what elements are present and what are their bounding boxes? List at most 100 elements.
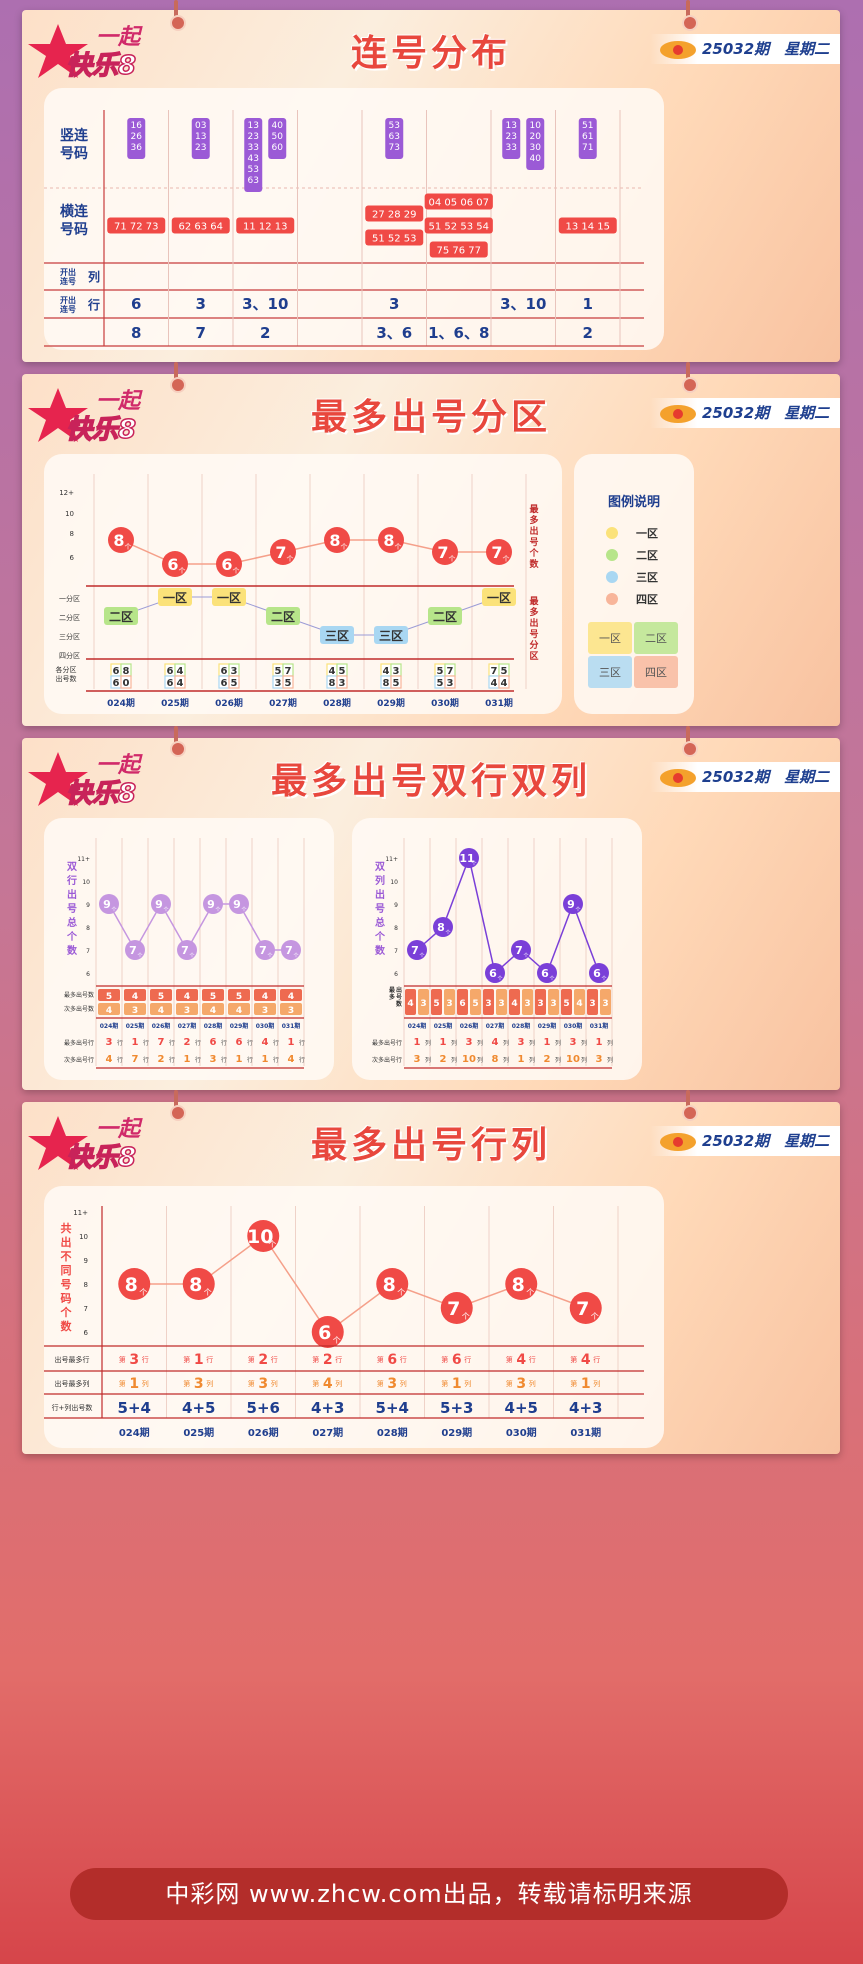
rank-prefix: 第 [183, 1355, 190, 1364]
y-tick: 8 [70, 530, 74, 538]
max-col-value: 3 [387, 1376, 397, 1392]
max-row-value: 3 [129, 1352, 139, 1368]
zone-count-value: 0 [123, 678, 130, 689]
horizontal-consec-number: 51 52 53 [372, 234, 417, 245]
period-label: 028期 [204, 1022, 223, 1030]
line-point [459, 848, 479, 868]
second-count-value: 4 [106, 1006, 112, 1016]
hanging-pin [170, 0, 186, 31]
second-count-box [98, 1003, 120, 1015]
line-point-label: 7 [411, 944, 419, 957]
row-label-col: 连号 [60, 276, 76, 286]
rank-prefix: 第 [441, 1355, 448, 1364]
row-label-col: 开出 [60, 267, 76, 277]
rank-unit: 行 [273, 1056, 279, 1064]
y-axis-title: 最 [529, 503, 539, 515]
rank-value: 1 [414, 1037, 421, 1048]
top-count-box [405, 989, 416, 1015]
row-label: 数 [396, 1000, 403, 1008]
rank-value: 1 [596, 1037, 603, 1048]
zone-count-value: 5 [501, 666, 508, 677]
top-count-value: 5 [563, 999, 569, 1009]
legend-swatch [606, 571, 618, 583]
line-point-label: 10 [247, 1226, 273, 1248]
zone-box [374, 626, 408, 644]
line-point [151, 894, 171, 914]
second-count-value: 4 [236, 1006, 242, 1016]
line-point [182, 1268, 215, 1300]
y-axis-title: 个 [60, 1305, 73, 1319]
line-point-label: 9 [155, 898, 163, 911]
horizontal-consec-number: 75 76 77 [436, 246, 481, 257]
horizontal-consec-number: 04 05 06 07 [429, 198, 489, 209]
top-count-value: 4 [407, 999, 413, 1009]
line-series [416, 855, 600, 975]
consec-col-value: 1 [583, 295, 593, 313]
rank-unit: 列 [464, 1379, 471, 1388]
top-count-box [176, 989, 198, 1001]
period-label: 029期 [538, 1022, 557, 1030]
vertical-consec-number: 61 [582, 132, 593, 142]
line-point-unit: 个 [549, 976, 554, 982]
y-axis-title: 出 [529, 525, 538, 537]
line-point [177, 940, 197, 960]
line-point-label: 8 [383, 1274, 396, 1296]
brand-text-2: 快乐8 [66, 779, 136, 809]
line-point-label: 9 [103, 898, 111, 911]
hanging-pin [682, 0, 698, 31]
max-count-unit: 个 [449, 555, 456, 563]
y-axis-title: 多 [529, 606, 538, 618]
vertical-consec-number: 13 [195, 132, 206, 142]
zone-count-value: 3 [339, 678, 346, 689]
top-count-value: 6 [459, 999, 465, 1009]
rank-unit: 列 [477, 1056, 483, 1064]
line-point-unit: 个 [267, 953, 272, 959]
rank-value: 2 [158, 1054, 165, 1065]
second-count-value: 3 [184, 1006, 190, 1016]
line-point-unit: 个 [268, 1240, 276, 1249]
horizontal-consec-block [365, 205, 424, 222]
row-label: 最多出号数 [64, 991, 94, 999]
rank-unit: 列 [477, 1039, 483, 1047]
top-count-box [280, 989, 302, 1001]
rank-value: 3 [210, 1054, 217, 1065]
y-tick: 7 [394, 948, 398, 955]
rank-prefix: 第 [506, 1355, 513, 1364]
zone-count-cell [120, 675, 132, 689]
max-count-unit: 个 [125, 543, 132, 551]
y-tick: 9 [86, 902, 90, 909]
zone-count-value: 6 [221, 666, 228, 677]
y-axis-title: 号 [529, 629, 538, 640]
period-label: 029期 [230, 1022, 249, 1030]
zone-box [266, 607, 300, 625]
legend-title: 图例说明 [608, 494, 660, 510]
rank-unit: 行 [271, 1355, 278, 1364]
rank-unit: 行 [142, 1355, 149, 1364]
y-axis-title: 号 [375, 903, 385, 915]
row-label: 行+列出号数 [52, 1403, 93, 1412]
rank-value: 1 [184, 1054, 191, 1065]
y-axis-title: 号 [61, 1278, 72, 1291]
legend-label: 二区 [636, 549, 658, 562]
zone-count-value: 4 [329, 666, 336, 677]
row-label: 出 [396, 986, 402, 994]
horizontal-consec-number: 71 72 73 [114, 222, 159, 233]
rank-prefix: 第 [312, 1379, 319, 1388]
double-row-card: 11+ 10 9 8 7 6 双行出号总个数 9 个 7 个 9 个 7 个 9 个 9 个 7 个 7 个 5 4 024期 3 行… [44, 818, 334, 1080]
period-label: 025期 [434, 1022, 453, 1030]
second-count-value: 3 [132, 1006, 138, 1016]
brand-text-1: 一起 [96, 753, 143, 778]
line-point-label: 9 [207, 898, 215, 911]
top-count-value: 5 [433, 999, 439, 1009]
line-point-label: 8 [512, 1274, 525, 1296]
max-col-value: 4 [323, 1376, 333, 1392]
sum-value: 5+6 [247, 1399, 280, 1417]
line-point-label: 6 [489, 967, 497, 980]
max-col-value: 1 [452, 1376, 462, 1392]
top-count-box [228, 989, 250, 1001]
zone-count-value: 5 [339, 666, 346, 677]
max-count-point [108, 527, 134, 553]
issue-badge: 25032期 星期二 [650, 1126, 840, 1156]
second-count-box [254, 1003, 276, 1015]
